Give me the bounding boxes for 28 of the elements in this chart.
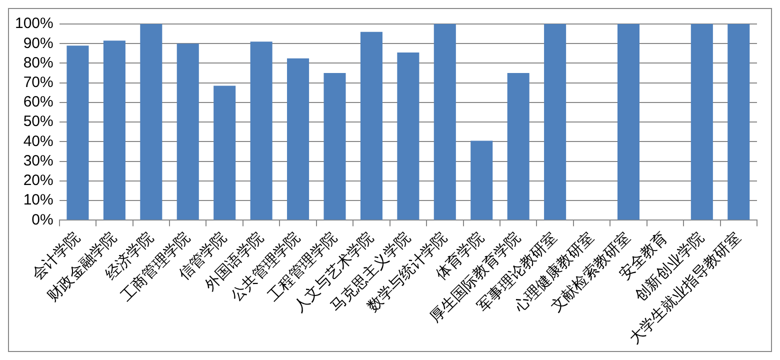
- y-tick-label: 20%: [23, 172, 54, 190]
- bar: [507, 73, 530, 220]
- y-tick-label: 0%: [32, 211, 54, 228]
- y-tick-label: 80%: [23, 54, 54, 72]
- y-tick-label: 10%: [23, 192, 54, 209]
- bar: [140, 24, 162, 220]
- bar: [287, 58, 310, 220]
- y-tick-label: 50%: [23, 113, 54, 130]
- bar: [397, 52, 420, 220]
- bar: [728, 24, 750, 220]
- bar: [66, 46, 89, 220]
- bar: [250, 42, 272, 220]
- y-tick-label: 40%: [23, 132, 54, 150]
- bar: [103, 40, 126, 220]
- y-tick-label: 90%: [23, 34, 54, 52]
- bar: [214, 86, 236, 220]
- bar: [617, 24, 640, 220]
- bar: [434, 24, 456, 220]
- y-tick-label: 100%: [14, 15, 54, 32]
- y-tick-label: 60%: [23, 94, 54, 111]
- bar: [176, 44, 199, 220]
- bar: [544, 24, 566, 220]
- bar: [324, 73, 346, 220]
- bar: [360, 32, 382, 220]
- y-tick-label: 30%: [23, 152, 54, 170]
- bar: [690, 24, 713, 220]
- bar: [470, 140, 493, 220]
- y-tick-label: 70%: [23, 74, 54, 91]
